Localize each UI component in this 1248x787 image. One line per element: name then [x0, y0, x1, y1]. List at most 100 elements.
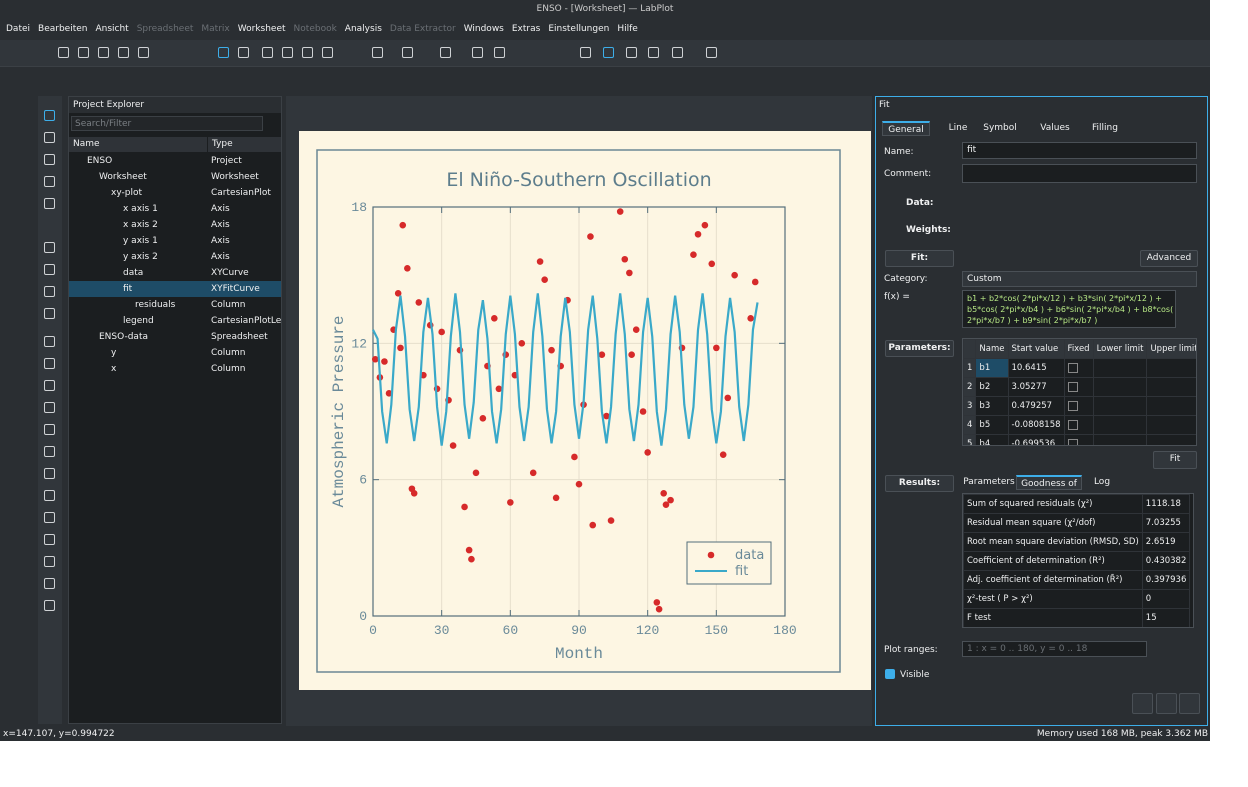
- menu-item[interactable]: Ansicht: [95, 24, 129, 34]
- plot-icon[interactable]: [282, 47, 293, 58]
- layout-icon[interactable]: [238, 47, 249, 58]
- formula-input[interactable]: b1 + b2*cos( 2*pi*x/12 ) + b3*sin( 2*pi*…: [962, 290, 1176, 328]
- action-button[interactable]: [1132, 693, 1153, 714]
- plot-icon[interactable]: [262, 47, 273, 58]
- menu-item[interactable]: Hilfe: [617, 24, 638, 34]
- menu-item[interactable]: Analysis: [344, 24, 382, 34]
- plot-icon[interactable]: [302, 47, 313, 58]
- tool-icon[interactable]: [494, 47, 505, 58]
- checkbox[interactable]: [1067, 363, 1078, 373]
- tab[interactable]: Filling: [1092, 123, 1118, 133]
- tool-icon[interactable]: [44, 534, 55, 545]
- tool-icon[interactable]: [44, 242, 55, 253]
- menu-item[interactable]: Notebook: [293, 24, 337, 34]
- tool-icon[interactable]: [44, 132, 55, 143]
- tool-icon[interactable]: [44, 358, 55, 369]
- results-tab[interactable]: Log: [1093, 477, 1111, 487]
- menu-item[interactable]: Windows: [463, 24, 504, 34]
- new-icon[interactable]: [58, 47, 69, 58]
- plot-ranges-dropdown[interactable]: 1 : x = 0 .. 180, y = 0 .. 18: [962, 641, 1147, 657]
- print-icon[interactable]: [118, 47, 129, 58]
- search-box[interactable]: Search/Filter: [71, 116, 263, 131]
- tool-icon[interactable]: [44, 446, 55, 457]
- checkbox[interactable]: [1067, 382, 1078, 392]
- visible-checkbox[interactable]: [885, 669, 895, 679]
- save-icon[interactable]: [98, 47, 109, 58]
- tool-icon[interactable]: [44, 198, 55, 209]
- parameters-button[interactable]: Parameters:: [885, 340, 954, 357]
- plot-icon[interactable]: [322, 47, 333, 58]
- zoom-icon[interactable]: [648, 47, 659, 58]
- checkbox[interactable]: [1067, 439, 1078, 445]
- menu-item[interactable]: Spreadsheet: [136, 24, 194, 34]
- results-tab[interactable]: Parameters: [963, 477, 1015, 487]
- tool-icon[interactable]: [372, 47, 383, 58]
- zoom-icon[interactable]: [706, 47, 717, 58]
- tool-icon[interactable]: [402, 47, 413, 58]
- tab[interactable]: General: [882, 121, 930, 136]
- tree-row[interactable]: residuals Column: [69, 297, 281, 313]
- tree-row[interactable]: x Column: [69, 361, 281, 377]
- tool-icon[interactable]: [44, 380, 55, 391]
- export-icon[interactable]: [138, 47, 149, 58]
- tree-row[interactable]: y Column: [69, 345, 281, 361]
- action-button[interactable]: [1179, 693, 1200, 714]
- tree-row[interactable]: y axis 2 Axis: [69, 249, 281, 265]
- column-header[interactable]: Type: [208, 137, 281, 152]
- tool-icon[interactable]: [580, 47, 591, 58]
- tool-icon[interactable]: [44, 402, 55, 413]
- fit-button[interactable]: Fit: [1153, 451, 1197, 469]
- tool-icon[interactable]: [44, 578, 55, 589]
- select-icon[interactable]: [603, 47, 614, 58]
- results-button[interactable]: Results:: [885, 475, 954, 492]
- fit-section-button[interactable]: Fit:: [885, 250, 954, 267]
- tool-icon[interactable]: [44, 264, 55, 275]
- tool-icon[interactable]: [44, 512, 55, 523]
- comment-input[interactable]: [962, 164, 1197, 183]
- tree-row[interactable]: x axis 2 Axis: [69, 217, 281, 233]
- menu-item[interactable]: Extras: [511, 24, 541, 34]
- name-input[interactable]: fit: [962, 142, 1197, 159]
- tool-icon[interactable]: [44, 468, 55, 479]
- advanced-button[interactable]: Advanced: [1140, 250, 1198, 267]
- tool-icon[interactable]: [44, 110, 55, 121]
- tool-icon[interactable]: [44, 176, 55, 187]
- tree-row[interactable]: fit XYFitCurve: [69, 281, 281, 297]
- tree-row[interactable]: ENSO-data Spreadsheet: [69, 329, 281, 345]
- tree-row[interactable]: legend CartesianPlotLegen: [69, 313, 281, 329]
- tab[interactable]: Line: [948, 123, 968, 133]
- category-dropdown[interactable]: Custom: [962, 271, 1197, 287]
- tool-icon[interactable]: [44, 556, 55, 567]
- tool-icon[interactable]: [44, 600, 55, 611]
- menu-item[interactable]: Datei: [6, 24, 31, 34]
- layout-icon[interactable]: [218, 47, 229, 58]
- action-button[interactable]: [1156, 693, 1177, 714]
- tab[interactable]: Symbol: [983, 123, 1017, 133]
- tool-icon[interactable]: [44, 336, 55, 347]
- zoom-icon[interactable]: [672, 47, 683, 58]
- tree-row[interactable]: xy-plot CartesianPlot: [69, 185, 281, 201]
- tree-row[interactable]: data XYCurve: [69, 265, 281, 281]
- checkbox[interactable]: [1067, 420, 1078, 430]
- open-icon[interactable]: [78, 47, 89, 58]
- tool-icon[interactable]: [44, 154, 55, 165]
- column-header[interactable]: Name: [69, 137, 207, 152]
- tool-icon[interactable]: [440, 47, 451, 58]
- results-tab[interactable]: Goodness of fit: [1016, 475, 1082, 504]
- tool-icon[interactable]: [44, 308, 55, 319]
- tree-row[interactable]: Worksheet Worksheet: [69, 169, 281, 185]
- menu-item[interactable]: Data Extractor: [389, 24, 456, 34]
- zoom-icon[interactable]: [626, 47, 637, 58]
- menu-item[interactable]: Einstellungen: [548, 24, 610, 34]
- tool-icon[interactable]: [44, 286, 55, 297]
- menu-item[interactable]: Bearbeiten: [38, 24, 88, 34]
- tree-row[interactable]: x axis 1 Axis: [69, 201, 281, 217]
- tab[interactable]: Values: [1040, 123, 1070, 133]
- tool-icon[interactable]: [472, 47, 483, 58]
- tree-row[interactable]: y axis 1 Axis: [69, 233, 281, 249]
- tool-icon[interactable]: [44, 424, 55, 435]
- menu-item[interactable]: Worksheet: [237, 24, 286, 34]
- menu-item[interactable]: Matrix: [201, 24, 230, 34]
- tool-icon[interactable]: [44, 490, 55, 501]
- checkbox[interactable]: [1067, 401, 1078, 411]
